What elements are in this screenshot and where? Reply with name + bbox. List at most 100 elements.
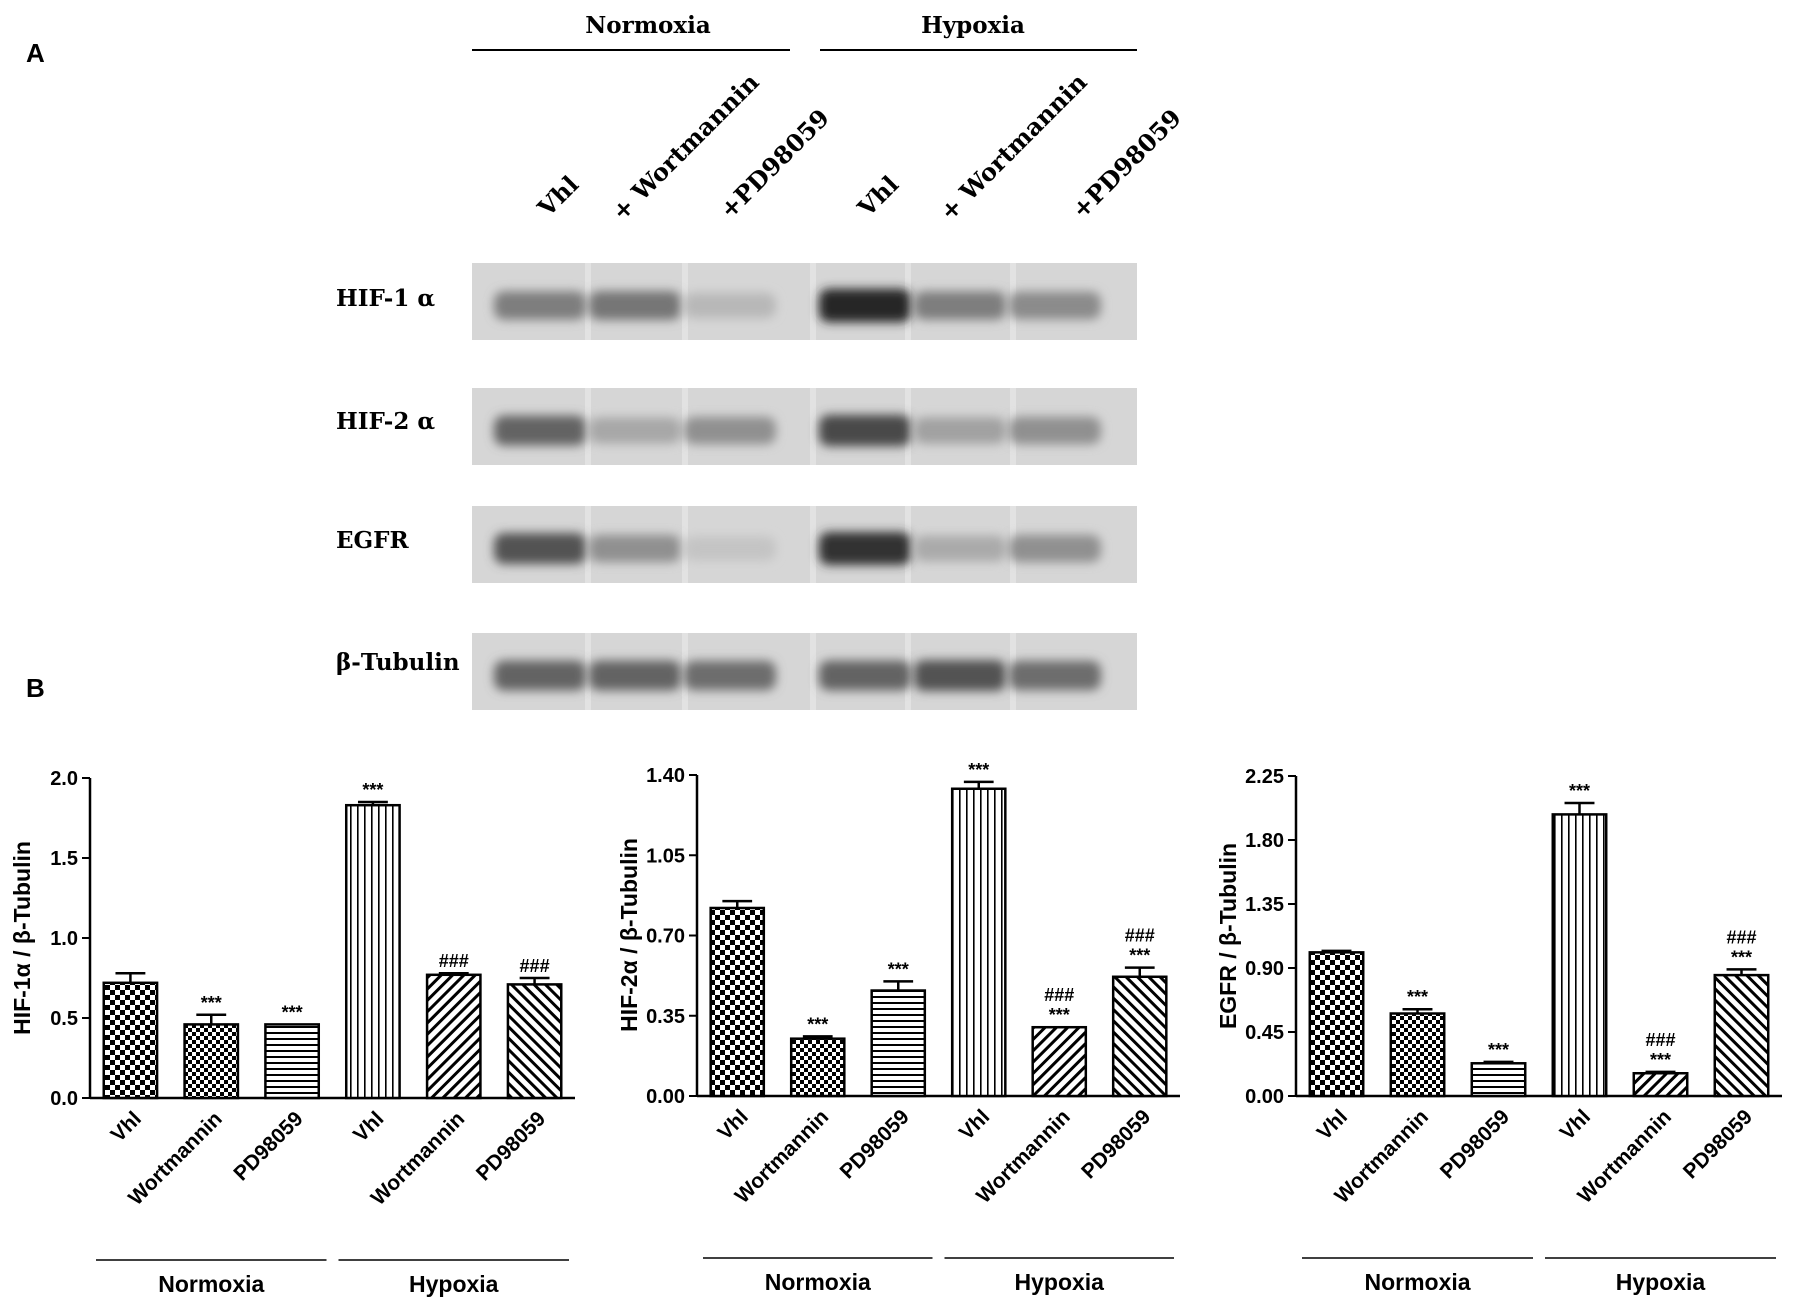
- blot-lane-gap: [585, 506, 591, 583]
- bar: [264, 1023, 321, 1100]
- blot-band: [819, 660, 911, 691]
- y-tick-label: 1.40: [646, 765, 685, 787]
- blot-group-normoxia: Normoxia: [585, 12, 711, 39]
- blot-lane-gap: [585, 388, 591, 465]
- blot-band: [1009, 291, 1101, 320]
- lane-labels: Vhl + Wortmannin+PD98059 Vhl + Wortmannin+P…: [531, 67, 1187, 226]
- x-tick-label: Vhl: [1556, 1105, 1595, 1144]
- bar: [789, 1037, 846, 1098]
- significance-label: ***: [362, 780, 383, 800]
- significance-label: ***: [968, 760, 989, 780]
- significance-label: ***: [1569, 781, 1590, 801]
- bar-chart: HIF-2α / β-Tubulin 0.00 0.35 0.70 1.05 1.40 Vh…: [616, 760, 1180, 1295]
- x-tick-label: PD98059: [229, 1107, 307, 1185]
- y-tick-label: 0.45: [1245, 1022, 1284, 1044]
- blot-row-label: EGFR: [336, 527, 410, 554]
- significance-label: ***: [1129, 946, 1150, 966]
- blot-band: [914, 660, 1006, 691]
- blot-band: [819, 414, 911, 447]
- group-label: Hypoxia: [1015, 1269, 1105, 1295]
- x-tick-label: PD98059: [1077, 1105, 1155, 1183]
- bar-chart: EGFR / β-Tubulin 0.00 0.45 0.90 1.35 1.80 2.25…: [1215, 766, 1782, 1295]
- blot-band: [684, 416, 776, 445]
- significance-label: ***: [282, 1002, 303, 1022]
- significance-label: ***: [807, 1014, 828, 1034]
- panel-label-a: A: [26, 38, 45, 68]
- blot-band: [494, 415, 586, 446]
- blot-band: [589, 660, 681, 691]
- x-tick-label: PD98059: [472, 1107, 550, 1185]
- y-tick-label: 1.5: [50, 848, 78, 870]
- bar: [950, 787, 1007, 1098]
- y-axis-title: HIF-1α / β-Tubulin: [9, 841, 35, 1035]
- blot-lane-gap: [585, 263, 591, 340]
- bar: [870, 989, 927, 1098]
- blot-band: [684, 660, 776, 691]
- x-tick-label: PD98059: [1679, 1105, 1757, 1183]
- bar: [1308, 951, 1365, 1098]
- panel-label-b: B: [26, 673, 45, 703]
- blot-band: [589, 534, 681, 563]
- x-tick-label: Vhl: [107, 1107, 146, 1146]
- significance-label: ###: [1044, 985, 1074, 1005]
- blot-band: [914, 417, 1006, 444]
- significance-label: ***: [201, 993, 222, 1013]
- lane-label: +PD98059: [1066, 103, 1187, 224]
- significance-label: ***: [1049, 1005, 1070, 1025]
- bar: [1111, 975, 1168, 1098]
- y-tick-label: 2.25: [1245, 766, 1284, 788]
- y-tick-label: 1.35: [1245, 894, 1284, 916]
- y-tick-label: 0.00: [1245, 1086, 1284, 1108]
- blot-row-label: HIF-1 α: [336, 285, 435, 312]
- blot-band: [589, 417, 681, 444]
- blot-lane-gap: [810, 263, 816, 340]
- blot-lane-gap: [810, 388, 816, 465]
- group-label: Normoxia: [765, 1269, 871, 1295]
- y-tick-label: 0.5: [50, 1008, 78, 1030]
- bar: [506, 983, 563, 1100]
- x-tick-label: Vhl: [713, 1105, 752, 1144]
- bar-chart: HIF-1α / β-Tubulin0.00.51.01.52.0Vhl***W…: [9, 768, 575, 1297]
- blot-band: [1009, 660, 1101, 691]
- blot-band: [494, 533, 586, 564]
- significance-label: ###: [520, 956, 550, 976]
- y-tick-label: 1.80: [1245, 830, 1284, 852]
- significance-label: ###: [1125, 926, 1155, 946]
- bar: [1470, 1062, 1527, 1098]
- group-label: Normoxia: [158, 1271, 264, 1297]
- y-tick-label: 0.00: [646, 1086, 685, 1108]
- y-tick-label: 0.0: [50, 1088, 78, 1110]
- blot-band: [494, 660, 586, 691]
- bar-charts: HIF-1α / β-Tubulin0.00.51.01.52.0Vhl***W…: [9, 760, 1782, 1297]
- significance-label: ###: [439, 951, 469, 971]
- lane-label: +PD98059: [714, 103, 835, 224]
- significance-label: ***: [1488, 1040, 1509, 1060]
- blot-band: [914, 535, 1006, 562]
- blot-row-label: HIF-2 α: [336, 408, 435, 435]
- significance-label: ***: [888, 959, 909, 979]
- bar: [102, 981, 159, 1100]
- y-tick-label: 1.05: [646, 845, 685, 867]
- blot-band: [589, 291, 681, 320]
- blot-lane-gap: [810, 506, 816, 583]
- bar: [344, 803, 401, 1100]
- blot-band: [819, 532, 911, 565]
- lane-label: Vhl: [531, 170, 584, 223]
- y-axis-title: HIF-2α / β-Tubulin: [616, 838, 642, 1032]
- blot-band: [684, 536, 776, 561]
- y-tick-label: 1.0: [50, 928, 78, 950]
- y-tick-label: 2.0: [50, 768, 78, 790]
- bar: [1031, 1025, 1088, 1098]
- x-tick-label: Vhl: [349, 1107, 388, 1146]
- bar: [1389, 1012, 1446, 1098]
- blot-group-hypoxia: Hypoxia: [921, 12, 1025, 39]
- bar: [1632, 1071, 1689, 1098]
- y-tick-label: 0.35: [646, 1006, 685, 1028]
- blot-band: [1009, 534, 1101, 563]
- x-tick-label: PD98059: [836, 1105, 914, 1183]
- bar: [709, 906, 766, 1098]
- significance-label: ***: [1407, 987, 1428, 1007]
- significance-label: ###: [1726, 927, 1756, 947]
- y-tick-label: 0.90: [1245, 958, 1284, 980]
- blot-band: [914, 291, 1006, 320]
